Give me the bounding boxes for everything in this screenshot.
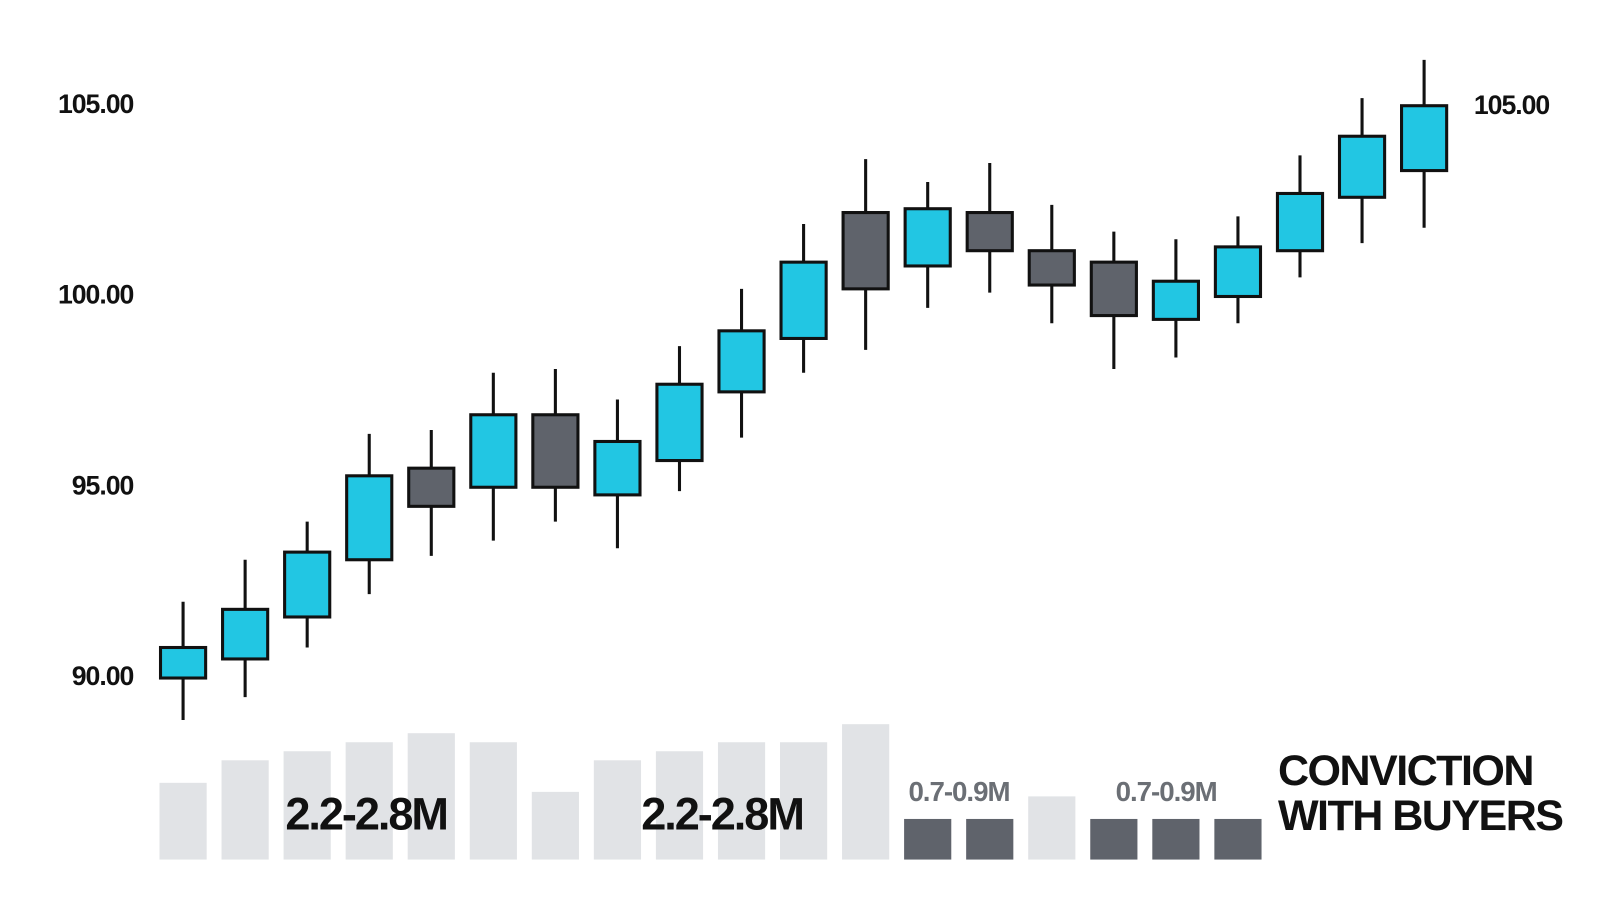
last-price-label: 105.00: [1474, 90, 1550, 120]
volume-bar: [1028, 796, 1076, 860]
candle-body: [221, 607, 270, 661]
y-tick-label: 95.00: [72, 470, 134, 500]
label-layer: 90.00 95.00 100.00 105.00 105.00 2.2-2.8M 2.2-…: [58, 89, 1565, 840]
volume-bar: [1090, 818, 1138, 860]
candle-body: [158, 645, 208, 680]
candle-body: [717, 329, 766, 394]
y-tick-label: 90.00: [72, 661, 134, 691]
note-line: WITH BUYERS: [1278, 792, 1563, 840]
candle-body: [1275, 191, 1325, 253]
y-tick-label: 105.00: [58, 89, 134, 119]
note-line: CONVICTION: [1278, 747, 1533, 795]
volume-bar: [221, 760, 269, 860]
volume-bar: [717, 742, 766, 860]
candle-body: [407, 466, 456, 508]
candle-body: [469, 413, 518, 489]
candle-layer: [158, 59, 1449, 720]
candle-body: [655, 382, 704, 463]
candle-body: [1213, 245, 1263, 299]
candle-body: [593, 439, 642, 497]
volume-annotation: 2.2-2.8M: [641, 788, 803, 839]
volume-bar: [469, 742, 517, 860]
volume-layer: [159, 724, 1262, 860]
candle-body: [779, 260, 828, 340]
candle-body: [841, 211, 890, 291]
candle-body: [283, 550, 332, 619]
volume-bar: [904, 818, 952, 860]
candle-body: [965, 211, 1014, 253]
candle-body: [1089, 260, 1138, 318]
volume-bar: [531, 791, 579, 860]
candle-body: [1151, 279, 1200, 321]
candle-body: [345, 474, 394, 562]
candle-body: [531, 413, 580, 489]
volume-bar: [593, 760, 642, 860]
candle-body: [903, 207, 952, 268]
volume-bar: [283, 751, 331, 860]
volume-bar: [407, 733, 455, 860]
volume-annotation: 0.7-0.9M: [908, 776, 1009, 807]
candle-body: [1027, 249, 1076, 287]
volume-annotation: 0.7-0.9M: [1116, 776, 1217, 807]
volume-bar: [780, 742, 828, 860]
volume-bar: [345, 742, 393, 860]
volume-bar: [159, 782, 207, 860]
y-tick-label: 100.00: [58, 280, 134, 310]
volume-bar: [966, 818, 1014, 860]
volume-bar: [1214, 818, 1262, 860]
volume-bar: [842, 724, 890, 860]
volume-bar: [1152, 818, 1200, 860]
candle-body: [1399, 104, 1449, 173]
volume-annotation: 2.2-2.8M: [285, 788, 447, 839]
volume-bar: [655, 751, 704, 860]
candle-body: [1337, 134, 1387, 199]
